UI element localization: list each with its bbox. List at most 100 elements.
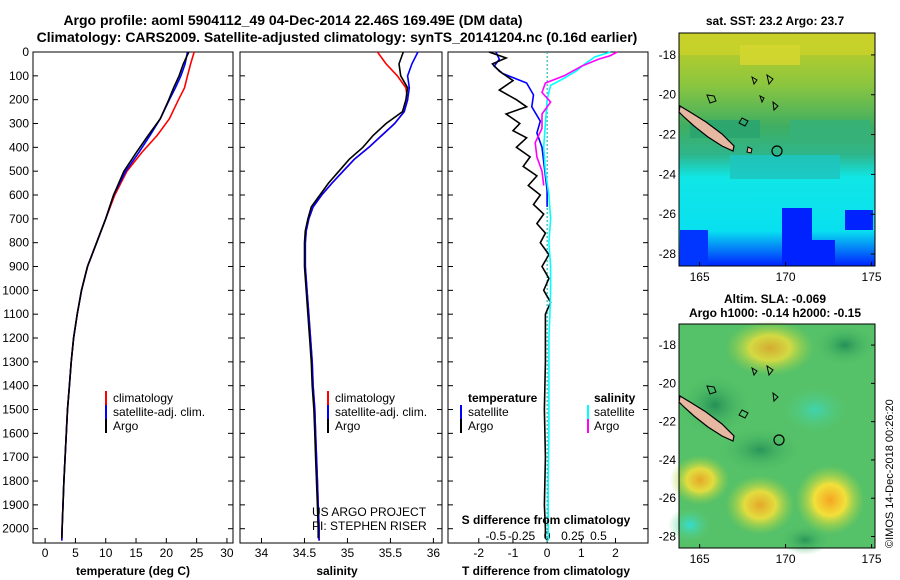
y-tick-label: 200 <box>9 93 29 107</box>
temperature-panel: 0100200300400500600700800900100011001200… <box>2 45 234 578</box>
map-x-tick-label: 170 <box>776 552 796 566</box>
s-tick-label: -0.25 <box>508 529 536 543</box>
x-tick-label: 15 <box>129 546 143 560</box>
y-tick-label: 300 <box>9 117 29 131</box>
x-tick-label: 20 <box>160 546 174 560</box>
figure-title-line2: Climatology: CARS2009. Satellite-adjuste… <box>37 29 638 45</box>
temperature-axes: 0100200300400500600700800900100011001200… <box>2 45 234 560</box>
argo-float-marker-sst <box>771 145 783 157</box>
sst-map-title: sat. SST: 23.2 Argo: 23.7 <box>706 14 845 28</box>
temperature-legend: climatology satellite-adj. clim. Argo <box>105 391 205 433</box>
y-tick-label: 1300 <box>2 355 29 369</box>
x-tick-label: 0 <box>42 546 49 560</box>
legend-label-climatology: climatology <box>335 391 395 405</box>
y-tick-label: 1700 <box>2 450 29 464</box>
legend-label-argo: Argo <box>113 419 139 433</box>
legend-label-climatology: climatology <box>113 391 173 405</box>
sla-map-title-line2: Argo h1000: -0.14 h2000: -0.15 <box>689 306 861 320</box>
y-tick-label: 700 <box>9 212 29 226</box>
series-line-salinity-satellite <box>542 51 611 541</box>
map-y-tick-label: -26 <box>659 491 677 505</box>
x-tick-label: 2 <box>612 546 619 560</box>
argo-float-marker-sla <box>773 434 785 446</box>
legend-label-sal-satellite: satellite <box>594 405 635 419</box>
series-line-argo <box>61 51 190 539</box>
sla-map-title-line1: Altim. SLA: -0.069 <box>724 292 826 306</box>
x-tick-label: 35.5 <box>379 546 403 560</box>
map-y-tick-label: -28 <box>659 530 677 544</box>
sla-anomaly-blobs <box>668 320 875 555</box>
imos-timestamp: ©IMOS 14-Dec-2018 00:26:20 <box>884 399 896 548</box>
y-tick-label: 1800 <box>2 474 29 488</box>
difference-series-group <box>488 51 618 541</box>
x-tick-label: 36 <box>427 546 441 560</box>
map-y-tick-label: -18 <box>659 338 677 352</box>
x-tick-label: -2 <box>473 546 484 560</box>
difference-legend-temperature: temperature satellite Argo <box>460 391 538 433</box>
s-tick-label: 0.5 <box>590 529 607 543</box>
y-tick-label: 500 <box>9 164 29 178</box>
x-tick-label: 35 <box>341 546 355 560</box>
new-caledonia-landmass <box>678 73 779 154</box>
sst-cold-patches <box>680 208 873 266</box>
map-y-tick-label: -24 <box>659 167 677 181</box>
sst-map-frame <box>678 32 876 267</box>
y-tick-label: 0 <box>22 45 29 59</box>
series-line-salinity-argo <box>534 51 618 186</box>
sla-map-panel: Altim. SLA: -0.069 Argo h1000: -0.14 h20… <box>659 292 882 566</box>
y-tick-label: 1500 <box>2 403 29 417</box>
series-line-satellite-adj-clim- <box>304 51 419 541</box>
temperature-series-group <box>61 51 195 541</box>
y-tick-label: 900 <box>9 260 29 274</box>
y-tick-label: 2000 <box>2 522 29 536</box>
legend-label-satellite: satellite-adj. clim. <box>113 405 205 419</box>
difference-xlabel-salinity: S difference from climatology <box>462 513 631 527</box>
figure-title-line1: Argo profile: aoml 5904112_49 04-Dec-201… <box>63 12 522 28</box>
legend-header-temperature: temperature <box>468 391 538 405</box>
legend-label-sal-argo: Argo <box>594 419 620 433</box>
y-tick-label: 1000 <box>2 283 29 297</box>
y-tick-label: 100 <box>9 69 29 83</box>
map-y-tick-label: -20 <box>659 376 677 390</box>
salinity-plot-frame <box>239 51 443 544</box>
y-tick-label: 1900 <box>2 498 29 512</box>
y-tick-label: 1100 <box>3 307 29 321</box>
map-y-tick-label: -18 <box>659 48 677 62</box>
sla-map-frame <box>678 323 876 549</box>
y-tick-label: 400 <box>9 140 29 154</box>
legend-label-temp-argo: Argo <box>468 419 494 433</box>
salinity-panel: 34 34.5 35 35.5 36 salinity climatology sate… <box>239 51 443 578</box>
legend-label-satellite: satellite-adj. clim. <box>335 405 427 419</box>
y-tick-label: 800 <box>9 236 29 250</box>
x-tick-label: 10 <box>99 546 113 560</box>
x-tick-label: -1 <box>508 546 519 560</box>
credit-pi: PI: STEPHEN RISER <box>312 519 427 533</box>
legend-label-temp-satellite: satellite <box>468 405 509 419</box>
salinity-legend: climatology satellite-adj. clim. Argo <box>327 391 427 433</box>
x-tick-label: 1 <box>578 546 585 560</box>
map-x-tick-label: 170 <box>776 270 796 284</box>
series-line-argo <box>303 51 409 539</box>
y-tick-label: 1400 <box>2 379 29 393</box>
x-tick-label: 5 <box>72 546 79 560</box>
sla-map-axes: 165 170 175 -18 -20 -22 -24 -26 -28 <box>659 338 882 566</box>
x-tick-label: 0 <box>544 546 551 560</box>
s-tick-label: 0.25 <box>561 529 585 543</box>
legend-header-salinity: salinity <box>594 391 636 405</box>
s-tick-label: -0.5 <box>486 529 507 543</box>
y-tick-label: 600 <box>9 188 29 202</box>
difference-xlabel-temperature: T difference from climatology <box>462 564 630 578</box>
series-line-temperature-argo <box>488 51 552 539</box>
salinity-series-group <box>303 51 419 541</box>
credit-project: US ARGO PROJECT <box>312 505 427 519</box>
temperature-xlabel: temperature (deg C) <box>76 564 190 578</box>
difference-legend-salinity: salinity satellite Argo <box>587 391 636 433</box>
x-tick-label: 34.5 <box>293 546 317 560</box>
map-x-tick-label: 175 <box>862 552 882 566</box>
x-tick-label: 30 <box>220 546 234 560</box>
map-y-tick-label: -22 <box>659 415 677 429</box>
map-y-tick-label: -28 <box>659 247 677 261</box>
legend-label-argo: Argo <box>335 419 361 433</box>
